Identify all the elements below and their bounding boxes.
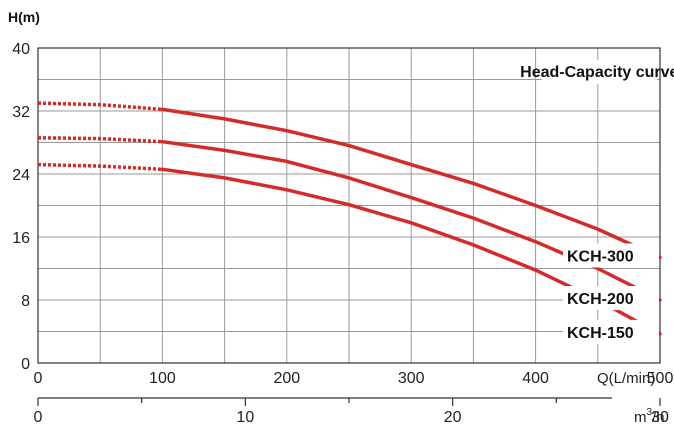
series-labels: KCH-300 KCH-200 KCH-150 [563, 243, 659, 344]
curve-dashed-KCH-300 [37, 101, 163, 112]
x-axis-label: Q(L/min) [597, 370, 655, 387]
y-axis-label: H(m) [8, 9, 40, 25]
y-tick-label: 24 [12, 167, 30, 184]
unit-base: m [634, 409, 647, 426]
series-label: KCH-150 [567, 325, 634, 342]
title-box [541, 60, 657, 84]
secondary-tick-label: 20 [444, 409, 462, 426]
secondary-x-axis: 0 10 20 30 m3/h [34, 397, 669, 426]
series-label: KCH-200 [567, 291, 634, 308]
unit-superscript: 3 [647, 407, 653, 418]
series-label-bg [563, 286, 659, 310]
curve-KCH-300 [160, 107, 662, 260]
x-tick-label: 500 [647, 370, 674, 387]
curve-dashed-KCH-200 [37, 136, 163, 144]
x-tick-label: 0 [34, 370, 43, 387]
curve-dashed-KCH-150 [37, 162, 163, 172]
series-label: KCH-300 [567, 248, 634, 265]
series-label-bg [563, 319, 659, 344]
series-label-bg [563, 243, 659, 268]
x-tick-label: 200 [273, 370, 300, 387]
y-tick-label: 16 [12, 230, 30, 247]
x-tick-label: 100 [149, 370, 176, 387]
y-tick-label: 8 [21, 293, 30, 310]
y-tick-label: 0 [21, 356, 30, 373]
secondary-ticks: 0 10 20 30 [34, 398, 669, 426]
secondary-tick-label: 0 [34, 409, 43, 426]
secondary-tick-label: 10 [236, 409, 254, 426]
y-tick-label: 40 [12, 41, 30, 58]
x-tick-labels: 0 100 200 300 400 500 [34, 370, 674, 387]
chart-title: Head-Capacity curve [520, 64, 674, 81]
y-tick-labels: 0 8 16 24 32 40 [12, 41, 30, 373]
secondary-axis-unit: m3/h [634, 407, 665, 426]
plot-frame [37, 47, 661, 364]
y-tick-label: 32 [12, 104, 30, 121]
x-tick-label: 300 [398, 370, 425, 387]
unit-tail: /h [652, 409, 665, 426]
x-tick-label: 400 [522, 370, 549, 387]
secondary-tick-label: 30 [651, 409, 669, 426]
